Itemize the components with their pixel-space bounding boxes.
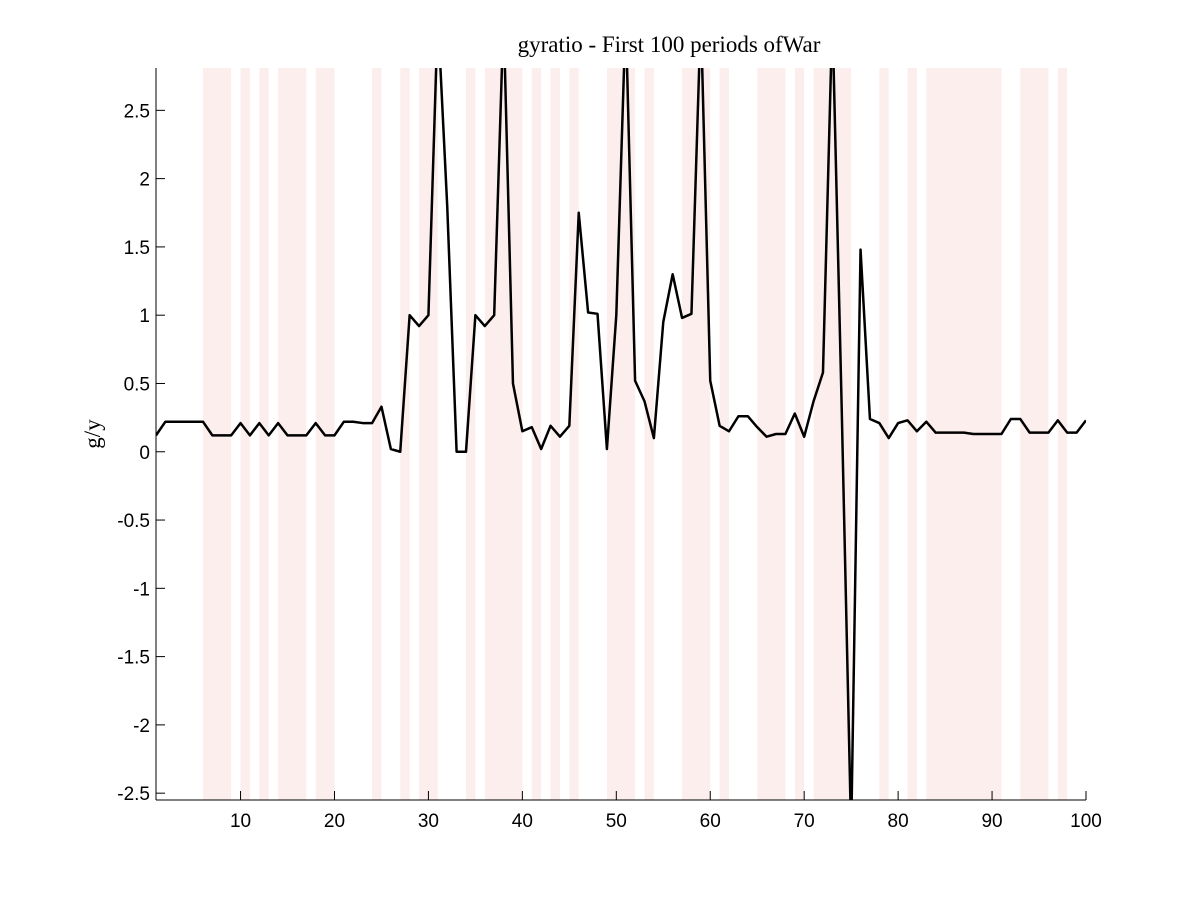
y-axis-label: g/y [80,419,105,449]
x-tick-label: 50 [606,811,627,832]
y-tick-label: -1.5 [117,648,150,669]
x-tick-label: 90 [981,811,1002,832]
shaded-period [240,68,250,800]
shaded-period [400,68,410,800]
shaded-period [813,68,852,800]
shaded-period [794,68,805,800]
x-tick-label: 40 [512,811,533,832]
shaded-period [1020,68,1049,800]
y-tick-label: 1 [139,306,150,327]
x-tick-label: 100 [1070,811,1102,832]
shaded-period [719,68,730,800]
shaded-period [907,68,917,800]
y-tick-label: -2 [133,716,150,737]
shaded-period [550,68,560,800]
x-tick-label: 60 [700,811,721,832]
shaded-period [644,68,654,800]
shaded-period [419,68,438,800]
shaded-period [202,68,232,800]
x-tick-label: 80 [888,811,909,832]
x-tick-label: 70 [794,811,815,832]
shaded-period [531,68,542,800]
y-tick-label: 0.5 [124,374,150,395]
chart-title: gyratio - First 100 periods ofWar [518,32,821,57]
shaded-period [1057,68,1068,800]
y-tick-label: -2.5 [117,784,150,805]
shaded-period [278,68,307,800]
data-line [156,68,1086,800]
shaded-period [879,68,889,800]
shaded-period [259,68,269,800]
shaded-period [569,68,579,800]
y-tick-label: 0 [139,443,150,464]
x-tick-label: 10 [230,811,251,832]
y-tick-label: -1 [133,579,150,600]
y-tick-label: 1.5 [124,238,150,259]
x-tick-label: 30 [418,811,439,832]
shaded-period [372,68,382,800]
y-tick-label: 2.5 [124,101,150,122]
shaded-period [484,68,523,800]
shaded-period [466,68,476,800]
y-tick-label: 2 [139,170,150,191]
y-tick-label: -0.5 [117,511,150,532]
x-tick-label: 20 [324,811,345,832]
